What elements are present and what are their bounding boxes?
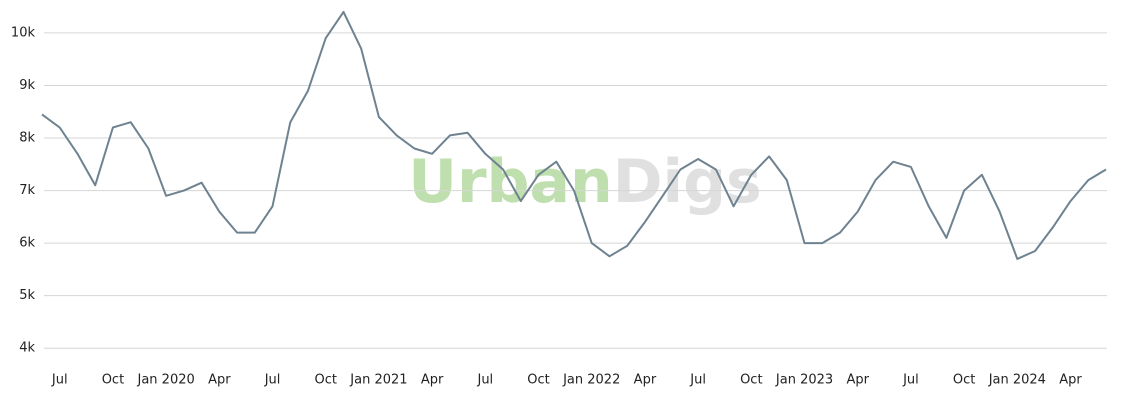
x-tick-label: Oct xyxy=(314,373,336,388)
watermark-right: Digs xyxy=(613,147,762,217)
x-tick-label: Jul xyxy=(264,373,281,388)
x-tick-label: Apr xyxy=(208,373,231,388)
x-tick-label: Jan 2023 xyxy=(775,373,833,388)
x-tick-label: Jan 2024 xyxy=(988,373,1046,388)
x-tick-label: Oct xyxy=(102,373,124,388)
x-tick-label: Oct xyxy=(740,373,762,388)
watermark: UrbanDigs xyxy=(408,147,762,217)
x-tick-label: Jan 2022 xyxy=(562,373,620,388)
x-tick-label: Apr xyxy=(846,373,869,388)
x-tick-label: Jan 2021 xyxy=(349,373,407,388)
x-tick-label: Apr xyxy=(634,373,657,388)
x-tick-label: Jul xyxy=(689,373,706,388)
y-tick-label: 5k xyxy=(19,288,35,303)
x-tick-label: Apr xyxy=(1059,373,1082,388)
x-tick-label: Jul xyxy=(51,373,68,388)
x-tick-label: Jul xyxy=(902,373,919,388)
x-tick-label: Oct xyxy=(527,373,549,388)
line xyxy=(41,10,1107,260)
y-tick-label: 4k xyxy=(19,341,35,356)
x-tick-label: Apr xyxy=(421,373,444,388)
y-tick-label: 6k xyxy=(19,236,35,251)
x-tick-label: Jul xyxy=(476,373,493,388)
y-tick-label: 9k xyxy=(19,78,35,93)
y-tick-label: 10k xyxy=(11,25,36,40)
x-tick-label: Oct xyxy=(953,373,975,388)
x-tick-label: Jan 2020 xyxy=(137,373,195,388)
y-tick-label: 8k xyxy=(19,131,35,146)
y-tick-label: 7k xyxy=(19,183,35,198)
